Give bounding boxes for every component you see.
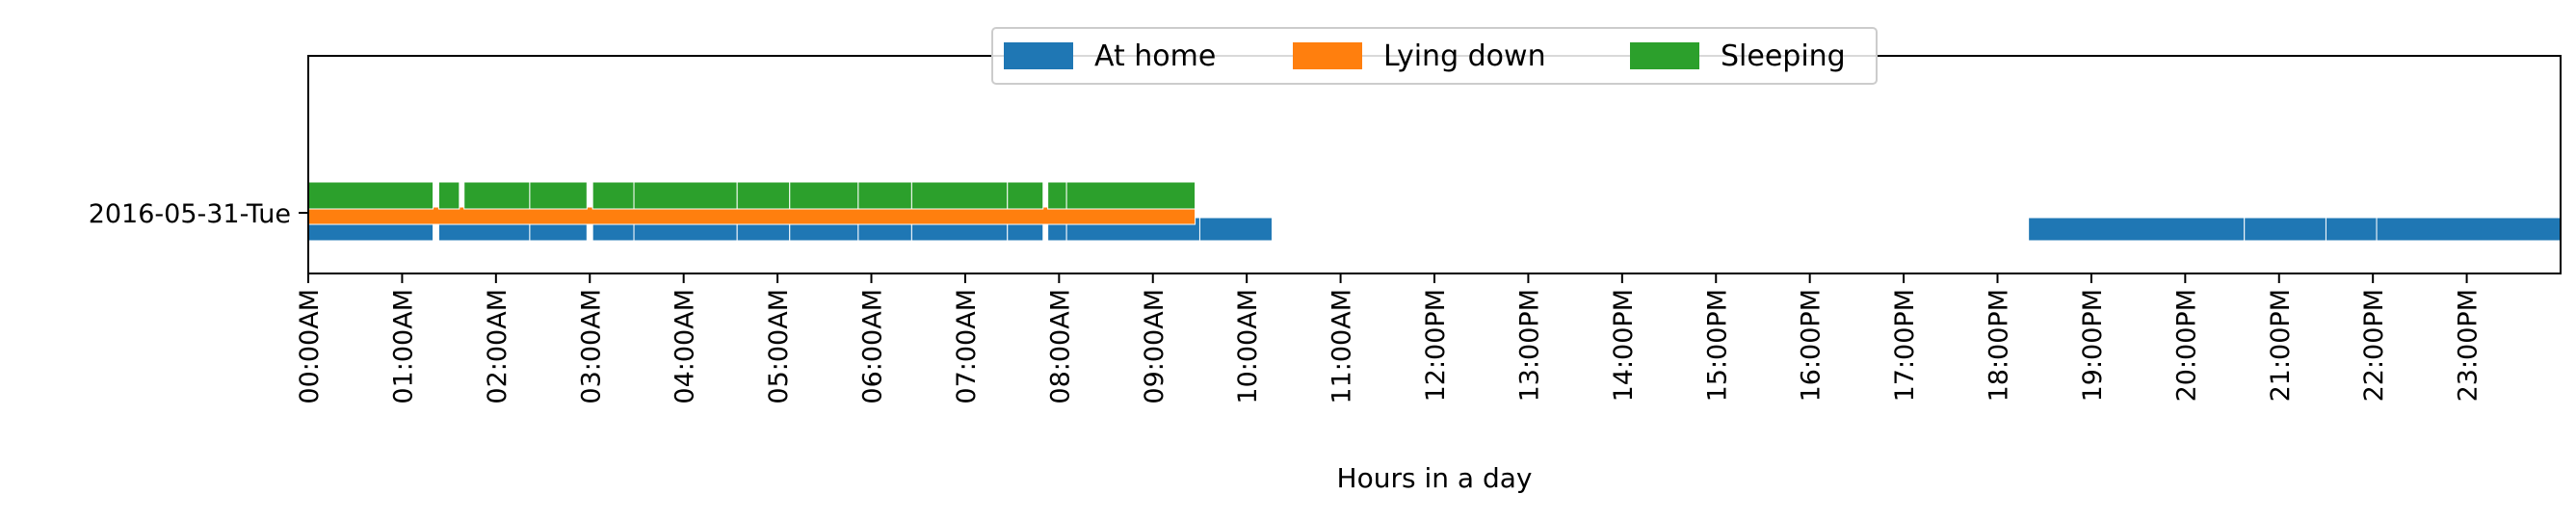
legend: At home Lying down Sleeping — [991, 27, 1878, 85]
x-tick-label: 18:00PM — [1985, 289, 2014, 402]
bar-sleeping-4 — [591, 181, 635, 210]
x-tick-label: 22:00PM — [2359, 289, 2389, 402]
bar-sleeping-6 — [736, 181, 791, 210]
x-tick-label: 12:00PM — [1421, 289, 1451, 402]
x-tick-label: 13:00PM — [1514, 289, 1544, 402]
bar-sleeping-2 — [463, 181, 531, 210]
bar-sleeping-5 — [633, 181, 738, 210]
x-tick-label: 23:00PM — [2454, 289, 2484, 402]
x-tick-label: 05:00AM — [764, 289, 794, 404]
bar-sleeping-8 — [857, 181, 912, 210]
x-tick-label: 16:00PM — [1797, 289, 1827, 402]
x-tick-label: 07:00AM — [952, 289, 982, 404]
x-tick-label: 00:00AM — [295, 289, 325, 404]
x-tick-label: 02:00AM — [483, 289, 513, 404]
bar-at-home-12 — [1198, 217, 1273, 242]
legend-box — [991, 27, 1878, 85]
legend-swatch-at-home — [1004, 42, 1073, 69]
bars-layer — [307, 181, 2562, 242]
bar-at-home-14 — [2244, 217, 2326, 242]
legend-label-at-home: At home — [1094, 39, 1216, 73]
x-tick-label: 06:00AM — [858, 289, 888, 404]
bar-sleeping-3 — [529, 181, 588, 210]
x-axis-ticks: 00:00AM 01:00AM 02:00AM 03:00AM 04:00AM 05:00… — [295, 273, 2484, 404]
bar-lying-down-0 — [307, 206, 1196, 225]
x-tick-label: 17:00PM — [1890, 289, 1920, 402]
x-tick-label: 09:00AM — [1140, 289, 1170, 404]
bar-sleeping-11 — [1047, 181, 1067, 210]
x-tick-label: 01:00AM — [388, 289, 418, 404]
x-tick-label: 10:00AM — [1233, 289, 1263, 404]
x-tick-label: 19:00PM — [2078, 289, 2108, 402]
bar-sleeping-12 — [1065, 181, 1196, 210]
bar-sleeping-1 — [437, 181, 460, 210]
x-tick-label: 03:00AM — [576, 289, 606, 404]
x-tick-label: 20:00PM — [2171, 289, 2201, 402]
x-tick-label: 04:00AM — [670, 289, 700, 404]
bar-sleeping-9 — [910, 181, 1009, 210]
x-tick-label: 08:00AM — [1045, 289, 1075, 404]
legend-label-lying-down: Lying down — [1383, 39, 1546, 73]
x-tick-label: 11:00AM — [1327, 289, 1357, 404]
bar-sleeping-7 — [789, 181, 859, 210]
legend-label-sleeping: Sleeping — [1721, 39, 1846, 73]
x-tick-label: 15:00PM — [1702, 289, 1732, 402]
x-axis-title: Hours in a day — [1337, 462, 1533, 494]
legend-swatch-sleeping — [1630, 42, 1699, 69]
x-tick-label: 21:00PM — [2266, 289, 2296, 402]
bar-at-home-13 — [2028, 217, 2246, 242]
bar-at-home-15 — [2325, 217, 2378, 242]
legend-swatch-lying-down — [1293, 42, 1362, 69]
y-tick-label: 2016-05-31-Tue — [89, 199, 291, 229]
bar-sleeping-0 — [307, 181, 434, 210]
bar-sleeping-10 — [1007, 181, 1044, 210]
x-tick-label: 14:00PM — [1609, 289, 1639, 402]
bar-at-home-16 — [2376, 217, 2562, 242]
y-axis-ticks: 2016-05-31-Tue — [89, 199, 308, 229]
